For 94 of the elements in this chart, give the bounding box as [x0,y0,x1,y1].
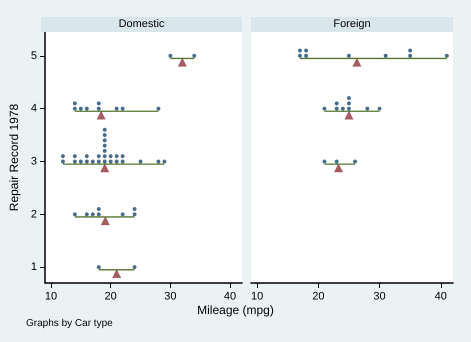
point [178,58,187,67]
point [84,159,89,164]
point [346,54,351,58]
point [102,148,107,153]
point [352,58,362,67]
point [334,159,339,164]
x-tick-label: 20 [312,290,324,302]
point [322,159,326,164]
point [90,212,95,216]
point [298,48,302,52]
point [408,48,412,52]
point [378,106,382,111]
point [102,154,107,158]
point [100,163,110,172]
point [78,106,83,111]
point [384,54,388,58]
point [322,106,326,111]
point [96,265,101,270]
point [365,106,370,111]
point [138,159,143,164]
text: Graphs by Car type [26,318,113,329]
point [60,159,65,164]
point [102,138,107,142]
point [114,106,119,111]
x-tick-label: 40 [434,290,447,302]
point [102,144,107,148]
point [334,106,339,111]
point [96,159,101,164]
point [156,106,160,111]
point [100,216,110,226]
point [156,159,160,164]
point [192,54,196,58]
y-tick-label: 3 [30,155,38,168]
point [72,159,77,164]
point [96,212,101,216]
point [102,159,107,164]
point [102,128,107,132]
point [162,159,166,164]
point [132,207,137,212]
y-tick-label: 5 [30,50,38,62]
point [96,101,101,106]
point [298,54,302,58]
point [96,106,101,111]
point [78,159,83,164]
point [346,96,351,100]
y-tick-label: 4 [30,102,38,115]
chart-title: Domestic [41,17,242,32]
point [132,265,137,270]
x-axis-title: Mileage (mpg) [196,303,275,317]
point [304,48,308,52]
x-tick-label: 40 [224,290,236,302]
point [334,163,344,172]
point [346,106,351,111]
point [72,154,77,158]
chart-title: Foreign [251,17,453,32]
x-tick-label: 30 [164,290,176,302]
point [444,54,449,58]
point [120,212,125,216]
point [344,110,354,120]
point [102,133,107,138]
point [132,212,137,216]
x-tick-label: 30 [373,290,386,302]
point [114,159,119,164]
point [108,154,113,158]
point [304,54,308,58]
x-tick-label: 10 [250,290,264,302]
point [120,106,125,111]
point [112,268,122,278]
point [72,101,77,106]
x-tick-label: 10 [44,290,58,302]
point [346,101,351,106]
point [96,110,106,120]
point [353,159,358,164]
y-tick-label: 2 [30,208,38,220]
x-tick-label: 20 [104,290,117,302]
point [60,154,65,158]
point [408,54,412,58]
point [72,106,77,111]
point [108,159,113,164]
point [114,154,119,158]
point [96,207,101,212]
point [168,54,172,58]
point [120,159,125,164]
point [340,106,345,111]
y-tick-label: 1 [30,261,38,274]
point [334,101,339,106]
point [84,212,89,216]
point [120,154,125,158]
point [84,154,89,158]
point [84,106,89,111]
point [72,212,77,216]
point [90,159,95,164]
y-axis-title: Repair Record 1978 [7,103,21,212]
point [96,154,101,158]
